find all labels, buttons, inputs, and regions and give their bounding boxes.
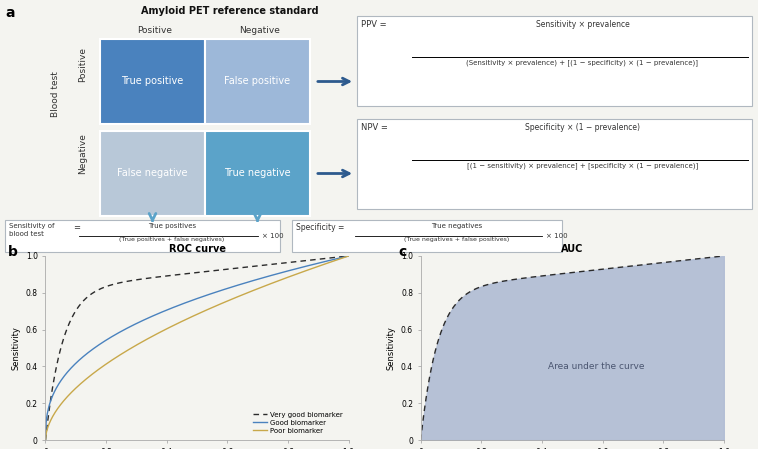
Text: NPV =: NPV = [361, 123, 388, 132]
Bar [5, 220, 280, 252]
Text: Amyloid PET reference standard: Amyloid PET reference standard [141, 6, 319, 16]
Text: (True positives + false negatives): (True positives + false negatives) [119, 237, 224, 242]
Title: AUC: AUC [561, 244, 584, 254]
Poor biomarker [337, 255, 346, 261]
Good biomarker [41, 437, 50, 443]
Text: Negative: Negative [240, 26, 280, 35]
Good biomarker [337, 255, 346, 260]
Good biomarker [221, 286, 230, 291]
Bar [100, 39, 205, 124]
Very good biomarker [337, 254, 346, 260]
Text: True positives: True positives [148, 223, 196, 229]
Text: False negative: False negative [117, 168, 188, 179]
Text: =: = [73, 223, 80, 232]
Legend: Very good biomarker, Good biomarker, Poor biomarker: Very good biomarker, Good biomarker, Poo… [250, 409, 345, 436]
Poor biomarker [185, 315, 194, 321]
Text: Area under the curve: Area under the curve [548, 362, 645, 371]
Text: Positive: Positive [137, 26, 173, 35]
Text: [(1 − sensitivity) × prevalence] + [specificity × (1 − prevalence)]: [(1 − sensitivity) × prevalence] + [spec… [467, 162, 698, 169]
Very good biomarker [221, 267, 230, 272]
Text: Positive: Positive [79, 47, 87, 82]
Text: True positive: True positive [121, 76, 183, 87]
Text: × 100: × 100 [546, 233, 568, 239]
Bar [292, 220, 562, 252]
Line: Very good biomarker: Very good biomarker [45, 256, 349, 440]
Poor biomarker [205, 306, 214, 312]
Text: × 100: × 100 [262, 233, 283, 239]
Very good biomarker [205, 269, 214, 274]
Poor biomarker [221, 299, 230, 304]
Bar [205, 131, 310, 216]
Text: Negative: Negative [79, 133, 87, 175]
Very good biomarker [186, 270, 196, 276]
Good biomarker [344, 253, 353, 259]
Bar [100, 131, 205, 216]
Text: Sensitivity × prevalence: Sensitivity × prevalence [536, 20, 629, 29]
Text: Blood test: Blood test [51, 71, 59, 117]
Bar [205, 39, 310, 124]
Very good biomarker [290, 259, 299, 264]
Title: ROC curve: ROC curve [168, 244, 226, 254]
Good biomarker [186, 298, 196, 304]
Y-axis label: Sensitivity: Sensitivity [387, 326, 396, 370]
Bar [357, 119, 752, 209]
Text: (True negatives + false positives): (True negatives + false positives) [404, 237, 509, 242]
Bar [357, 16, 752, 106]
Poor biomarker [344, 253, 353, 259]
Y-axis label: Sensitivity: Sensitivity [11, 326, 20, 370]
Good biomarker [185, 299, 194, 304]
Text: False positive: False positive [224, 76, 290, 87]
Poor biomarker [290, 272, 299, 277]
Text: Specificity =: Specificity = [296, 223, 344, 232]
Poor biomarker [186, 314, 196, 320]
Text: True negative: True negative [224, 168, 291, 179]
Text: Specificity × (1 − prevalence): Specificity × (1 − prevalence) [525, 123, 640, 132]
Text: PPV =: PPV = [361, 20, 387, 29]
Text: a: a [5, 6, 14, 20]
Text: Sensitivity of
blood test: Sensitivity of blood test [9, 223, 55, 237]
Line: Poor biomarker: Poor biomarker [45, 256, 349, 440]
Good biomarker [290, 267, 299, 272]
Text: (Sensitivity × prevalence) + [(1 − specificity) × (1 − prevalence)]: (Sensitivity × prevalence) + [(1 − speci… [466, 59, 699, 66]
Text: b: b [8, 245, 17, 259]
Very good biomarker [185, 271, 194, 276]
Good biomarker [205, 291, 214, 297]
Very good biomarker [344, 253, 353, 259]
Line: Good biomarker: Good biomarker [45, 256, 349, 440]
Text: True negatives: True negatives [431, 223, 483, 229]
Text: c: c [398, 245, 406, 259]
Poor biomarker [41, 437, 50, 443]
Very good biomarker [41, 437, 50, 443]
